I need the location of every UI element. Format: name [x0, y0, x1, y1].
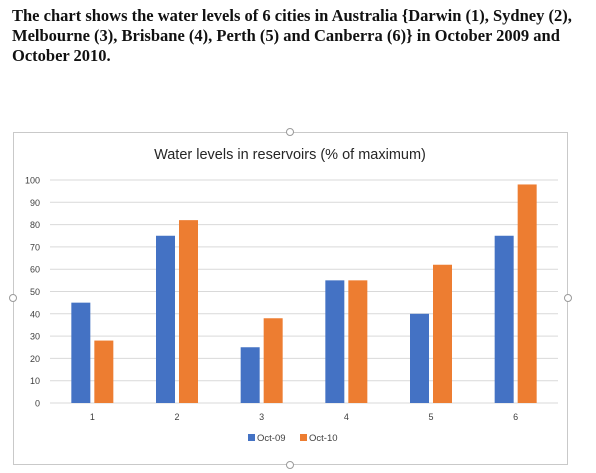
chart-frame[interactable] [13, 132, 568, 465]
legend-label: Oct-10 [309, 433, 338, 444]
bar-oct-10-5 [433, 264, 452, 403]
gridlines [50, 179, 558, 404]
bar-oct-09-6 [494, 235, 514, 403]
x-tick-label: 2 [174, 412, 179, 422]
y-tick-label: 50 [30, 287, 40, 297]
resize-handle-right[interactable] [564, 294, 572, 302]
bar-oct-10-4 [348, 280, 368, 403]
bar-oct-09-3 [240, 347, 260, 403]
x-axis-ticks: 1 2 3 4 5 6 [90, 412, 518, 422]
resize-handle-left[interactable] [9, 294, 17, 302]
x-tick-label: 4 [344, 412, 349, 422]
legend-label: Oct-09 [257, 433, 286, 444]
bar-oct-09-2 [156, 235, 175, 403]
chart-caption: The chart shows the water levels of 6 ci… [12, 6, 572, 65]
bar-oct-10-2 [179, 220, 198, 403]
y-tick-label: 60 [30, 265, 40, 275]
legend: Oct-09 Oct-10 [248, 433, 338, 444]
y-tick-label: 10 [30, 376, 40, 386]
bar-oct-10-1 [94, 340, 114, 403]
x-tick-label: 3 [259, 412, 264, 422]
bar-oct-09-5 [410, 313, 429, 403]
y-tick-label: 70 [30, 242, 40, 252]
y-tick-label: 30 [30, 332, 40, 342]
x-tick-label: 5 [428, 412, 433, 422]
x-tick-label: 6 [513, 412, 518, 422]
legend-swatch [248, 434, 255, 441]
chart-title: Water levels in reservoirs (% of maximum… [154, 147, 426, 163]
bar-oct-10-6 [517, 184, 537, 403]
y-tick-label: 0 [35, 399, 40, 409]
y-tick-label: 80 [30, 220, 40, 230]
resize-handle-bottom[interactable] [286, 461, 294, 469]
bar-oct-09-4 [325, 280, 345, 403]
legend-swatch [300, 434, 307, 441]
y-tick-label: 40 [30, 309, 40, 319]
bar-oct-10-3 [263, 318, 283, 403]
y-axis-ticks: 0 10 20 30 40 50 60 70 80 90 100 [25, 176, 40, 409]
y-tick-label: 90 [30, 198, 40, 208]
x-tick-label: 1 [90, 412, 95, 422]
bars [71, 184, 537, 403]
resize-handle-top[interactable] [286, 128, 294, 136]
bar-oct-09-1 [71, 302, 91, 403]
y-tick-label: 20 [30, 354, 40, 364]
y-tick-label: 100 [25, 176, 40, 186]
